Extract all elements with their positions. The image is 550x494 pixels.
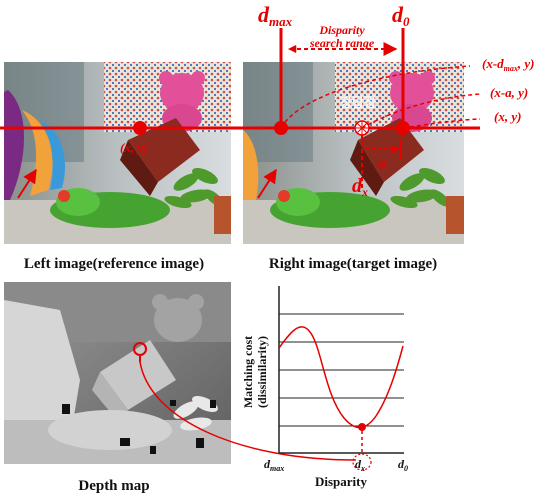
leader-xa	[361, 93, 481, 129]
cost-plot-y-label-1: Matching cost	[241, 336, 255, 408]
search-range-label-2: search range	[309, 36, 375, 50]
cost-curve	[278, 326, 404, 429]
left-coord-label: (x, y)	[120, 140, 147, 155]
scanline-overlay	[0, 28, 481, 190]
leader-dmax	[280, 65, 471, 129]
tick-d0: d0	[398, 457, 408, 473]
coord-xdmax-label: (x-dmax, y)	[482, 56, 535, 73]
right-image-caption: Right image(target image)	[269, 256, 437, 272]
cost-minimum-point	[358, 423, 366, 431]
right-image	[243, 62, 464, 244]
dmax-label: dmax	[258, 2, 293, 29]
left-image-caption: Left image(reference image)	[24, 256, 204, 272]
coord-xa-label: (x-a, y)	[490, 85, 528, 100]
correct-point-label: 정답점	[340, 95, 376, 111]
left-image	[4, 62, 231, 244]
tick-dmax: dmax	[264, 457, 284, 473]
depth-map	[4, 282, 231, 464]
offset-a-label: a	[378, 155, 386, 172]
reference-point	[133, 121, 147, 135]
search-range-label-1: Disparity	[318, 23, 365, 37]
matching-cost-plot	[278, 286, 404, 471]
coord-x-label: (x, y)	[494, 109, 521, 124]
depth-connector-curve	[139, 361, 357, 461]
depth-map-caption: Depth map	[78, 478, 149, 494]
cost-plot-y-label-2: (dissimilarity)	[255, 336, 269, 408]
d0-label: d0	[392, 2, 410, 29]
cost-plot-gridlines	[279, 313, 404, 427]
dx-label: dx	[352, 175, 368, 199]
cost-plot-x-label: Disparity	[315, 474, 368, 489]
tick-dx: dx	[355, 457, 365, 473]
leader-x	[402, 118, 481, 129]
